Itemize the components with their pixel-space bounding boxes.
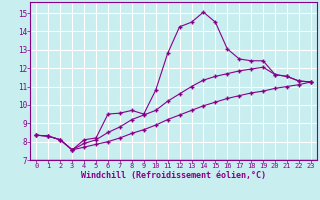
X-axis label: Windchill (Refroidissement éolien,°C): Windchill (Refroidissement éolien,°C) — [81, 171, 266, 180]
